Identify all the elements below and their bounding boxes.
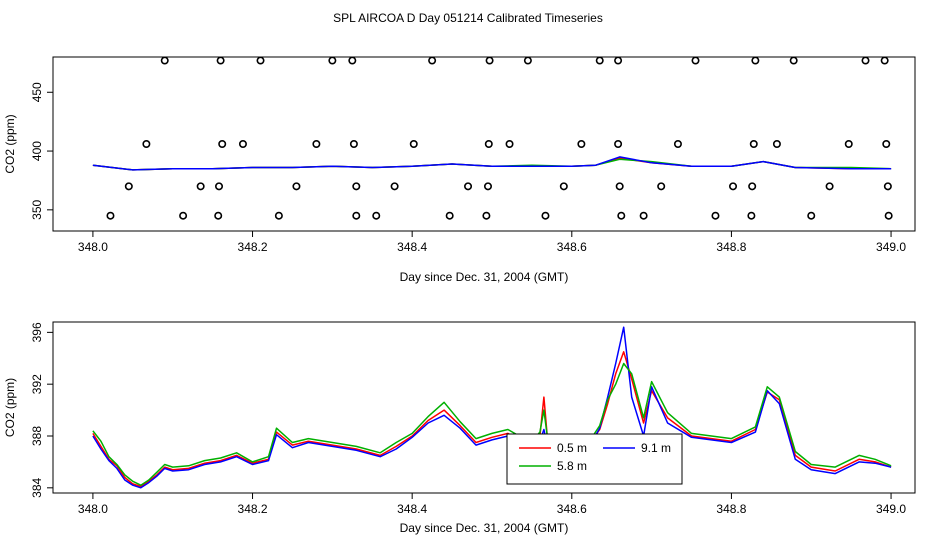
plot-frame [52, 56, 916, 232]
flag-marker [485, 56, 494, 65]
flag-marker [541, 211, 550, 220]
flag-marker [196, 182, 205, 191]
series-group [92, 156, 892, 171]
flag-marker [749, 140, 758, 149]
flag-marker [214, 211, 223, 220]
flag-marker [729, 182, 738, 191]
flag-marker [807, 211, 816, 220]
flag-marker [595, 56, 604, 65]
x-tick-label: 348.6 [557, 240, 587, 254]
y-tick-label: 400 [30, 141, 44, 161]
x-tick-label: 348.0 [78, 240, 108, 254]
legend-label: 5.8 m [557, 459, 587, 473]
y-tick-label: 396 [30, 322, 44, 342]
flag-marker [106, 211, 115, 220]
y-axis-label: CO2 (ppm) [3, 378, 17, 437]
flag-marker [772, 140, 781, 149]
flag-marker [218, 140, 227, 149]
flag-marker [238, 140, 247, 149]
flag-marker [861, 56, 870, 65]
flag-marker [482, 211, 491, 220]
flag-marker [639, 211, 648, 220]
flag-marker [409, 140, 418, 149]
flag-marker [505, 140, 514, 149]
flag-marker [160, 56, 169, 65]
flag-marker [747, 211, 756, 220]
flag-marker [484, 140, 493, 149]
series-line-0-5-m [92, 351, 892, 488]
x-axis-label: Day since Dec. 31, 2004 (GMT) [400, 521, 569, 535]
flag-marker [559, 182, 568, 191]
series-line-5-8-m [92, 362, 892, 486]
flag-marker [577, 140, 586, 149]
flag-marker [673, 140, 682, 149]
flag-marker [372, 211, 381, 220]
series-line-9-1-m [92, 326, 892, 489]
y-axis-label: CO2 (ppm) [3, 114, 17, 173]
legend-box [506, 433, 683, 485]
flag-marker [880, 56, 889, 65]
flag-marker [617, 211, 626, 220]
flag-marker [349, 140, 358, 149]
flag-marker [292, 182, 301, 191]
figure-title: SPL AIRCOA D Day 051214 Calibrated Times… [333, 11, 603, 25]
flag-marker [274, 211, 283, 220]
bottom-panel: 348.0 348.2 348.4 348.6 348.8 349.0 384 388 392 3… [3, 321, 916, 535]
y-tick-label: 350 [30, 200, 44, 220]
x-axis-label: Day since Dec. 31, 2004 (GMT) [400, 270, 569, 284]
x-tick-label: 348.0 [78, 502, 108, 516]
flag-marker [464, 182, 473, 191]
flag-marker [216, 56, 225, 65]
flag-marker [179, 211, 188, 220]
x-tick-label: 348.4 [397, 502, 427, 516]
y-tick-label: 384 [30, 477, 44, 497]
flag-marker [215, 182, 224, 191]
y-tick-label: 450 [30, 82, 44, 102]
plot-frame [52, 321, 916, 494]
flag-marker [348, 56, 357, 65]
series-group [92, 326, 892, 489]
flag-marker [614, 140, 623, 149]
x-tick-label: 348.2 [238, 240, 268, 254]
flag-marker [884, 211, 893, 220]
flag-marker [124, 182, 133, 191]
flag-marker [711, 211, 720, 220]
flag-marker [789, 56, 798, 65]
flag-marker [691, 56, 700, 65]
flag-marker [142, 140, 151, 149]
flag-marker [614, 56, 623, 65]
flag-marker [825, 182, 834, 191]
x-tick-label: 348.8 [716, 502, 746, 516]
series-line-blue [92, 156, 892, 171]
flag-marker [483, 182, 492, 191]
flag-marker [352, 182, 361, 191]
flag-marker [523, 56, 532, 65]
flag-marker [748, 182, 757, 191]
flag-marker [312, 140, 321, 149]
flag-marker [883, 182, 892, 191]
x-tick-label: 348.6 [557, 502, 587, 516]
flag-marker [352, 211, 361, 220]
x-tick-label: 348.2 [238, 502, 268, 516]
flag-marker [256, 56, 265, 65]
legend-label: 9.1 m [641, 441, 671, 455]
x-tick-label: 349.0 [876, 240, 906, 254]
flag-marker [882, 140, 891, 149]
flag-marker [844, 140, 853, 149]
flag-marker [328, 56, 337, 65]
x-tick-label: 349.0 [876, 502, 906, 516]
flag-marker [615, 182, 624, 191]
flag-marker [657, 182, 666, 191]
flag-marker [390, 182, 399, 191]
y-tick-label: 392 [30, 374, 44, 394]
flag-marker [445, 211, 454, 220]
top-panel: 348.0 348.2 348.4 348.6 348.8 349.0 350 400 450 D… [3, 56, 916, 284]
legend-label: 0.5 m [557, 441, 587, 455]
flag-marker [428, 56, 437, 65]
y-tick-label: 388 [30, 426, 44, 446]
flag-marker [751, 56, 760, 65]
x-tick-label: 348.8 [716, 240, 746, 254]
x-tick-label: 348.4 [397, 240, 427, 254]
